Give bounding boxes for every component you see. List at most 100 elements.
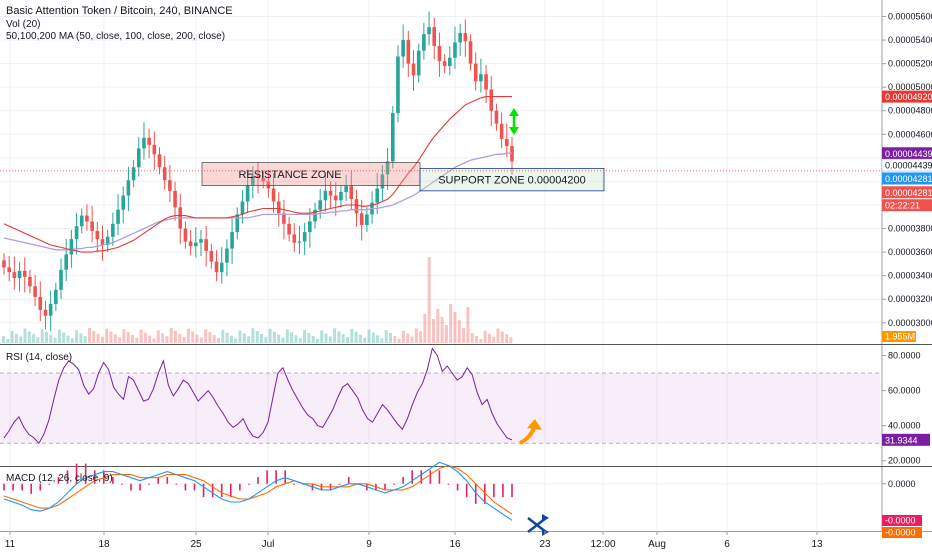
volume-bar <box>247 336 251 343</box>
volume-bar <box>423 314 427 343</box>
macd-histogram-bar <box>275 470 277 484</box>
price-tag <box>882 199 932 212</box>
candle-body <box>142 137 146 149</box>
rsi-axis-label: 20.0000 <box>888 456 921 466</box>
volume-bar <box>135 337 139 343</box>
volume-bar <box>70 338 74 343</box>
volume-bar <box>260 334 263 343</box>
macd-histogram-bar <box>338 483 341 485</box>
candle-body <box>344 186 348 193</box>
macd-histogram-bar <box>3 483 5 491</box>
candle-body <box>204 239 208 251</box>
volume-bar <box>242 333 246 343</box>
volume-bar <box>264 336 268 343</box>
macd-histogram-bar <box>39 483 42 491</box>
curved-arrow-icon <box>519 427 536 445</box>
rsi-axis-label: 80.0000 <box>888 351 921 361</box>
macd-value-tag <box>882 515 922 526</box>
volume-bar <box>2 336 5 343</box>
macd-histogram-bar <box>483 483 486 504</box>
macd-histogram-bar <box>21 483 23 491</box>
volume-bar <box>49 334 53 343</box>
price-tag-label: 0.00004281 <box>885 174 932 184</box>
candle-body <box>442 61 447 66</box>
candle-body <box>225 248 229 263</box>
time-axis-label: 23 <box>539 539 551 550</box>
candle-body <box>453 42 457 58</box>
macd-histogram-bar <box>284 470 287 484</box>
candle-body <box>422 34 426 51</box>
candle-body <box>131 167 136 181</box>
candle-body <box>287 223 291 235</box>
candle-body <box>69 239 74 255</box>
macd-histogram-bar <box>66 470 69 484</box>
volume-bar <box>285 329 289 343</box>
volume-bar <box>371 332 375 343</box>
volume-tag <box>882 331 916 342</box>
candle-body <box>416 50 421 76</box>
volume-bar <box>139 329 143 343</box>
price-axis-label: 0.00004600 <box>888 129 932 139</box>
volume-tag-label: 1.955M <box>885 332 915 342</box>
candle-body <box>64 254 69 270</box>
volume-bar <box>457 320 461 343</box>
macd-histogram-bar <box>102 470 105 484</box>
macd-histogram-bar <box>393 483 395 485</box>
volume-bar <box>419 331 423 343</box>
candle-body <box>7 267 11 273</box>
volume-bar <box>303 330 306 343</box>
price-axis-label: 0.00005400 <box>888 35 932 45</box>
volume-bar <box>10 330 14 343</box>
time-axis-label: Jul <box>262 539 275 550</box>
volume-bar <box>410 336 414 343</box>
arrow-up-icon <box>509 108 519 116</box>
candle-body <box>17 270 22 279</box>
macd-histogram-bar <box>266 470 268 484</box>
volume-bar <box>500 331 504 343</box>
macd-histogram-bar <box>384 483 386 491</box>
candle-body <box>380 174 385 189</box>
candle-body <box>458 32 462 43</box>
price-tag-label: 0.00004281 <box>885 188 932 198</box>
macd-panel-title: MACD (12, 26, close, 9) <box>6 473 113 484</box>
candle-body <box>90 221 94 231</box>
curved-arrow-head-icon <box>527 419 542 430</box>
volume-bar <box>32 334 36 343</box>
time-axis-label: 11 <box>5 539 16 550</box>
candle-body <box>48 303 53 316</box>
candle-body <box>261 177 265 182</box>
volume-bar <box>36 337 40 343</box>
candle-body <box>256 175 260 178</box>
price-axis-label: 0.00003000 <box>888 318 932 328</box>
macd-histogram-bar <box>166 477 169 484</box>
volume-bar <box>328 336 332 343</box>
price-axis-label: 0.00005200 <box>888 59 932 69</box>
volume-bar <box>122 329 126 343</box>
time-axis-label: 6 <box>724 539 730 550</box>
time-axis-label: 9 <box>366 539 372 550</box>
rsi-band-fill <box>0 373 880 444</box>
volume-bar <box>479 338 483 343</box>
candle-body <box>365 214 369 226</box>
candle-body <box>427 27 431 35</box>
macd-histogram-bar <box>184 483 187 491</box>
macd-histogram-bar <box>347 477 350 484</box>
macd-histogram-bar <box>257 477 259 484</box>
macd-histogram-bar <box>465 483 468 498</box>
volume-bar <box>281 337 285 343</box>
volume-bar <box>27 331 31 343</box>
macd-histogram-bar <box>93 470 96 484</box>
candle-body <box>308 221 312 233</box>
macd-histogram-bar <box>220 483 223 498</box>
candle-body <box>406 40 411 64</box>
volume-bar <box>432 319 435 343</box>
macd-histogram-bar <box>493 483 495 498</box>
macd-histogram-bar <box>239 483 241 491</box>
macd-histogram-bar <box>438 470 441 484</box>
price-axis-label: 0.00005600 <box>888 11 932 21</box>
macd-histogram-bar <box>474 483 477 504</box>
macd-histogram-bar <box>57 477 60 484</box>
candle-body <box>2 260 6 268</box>
